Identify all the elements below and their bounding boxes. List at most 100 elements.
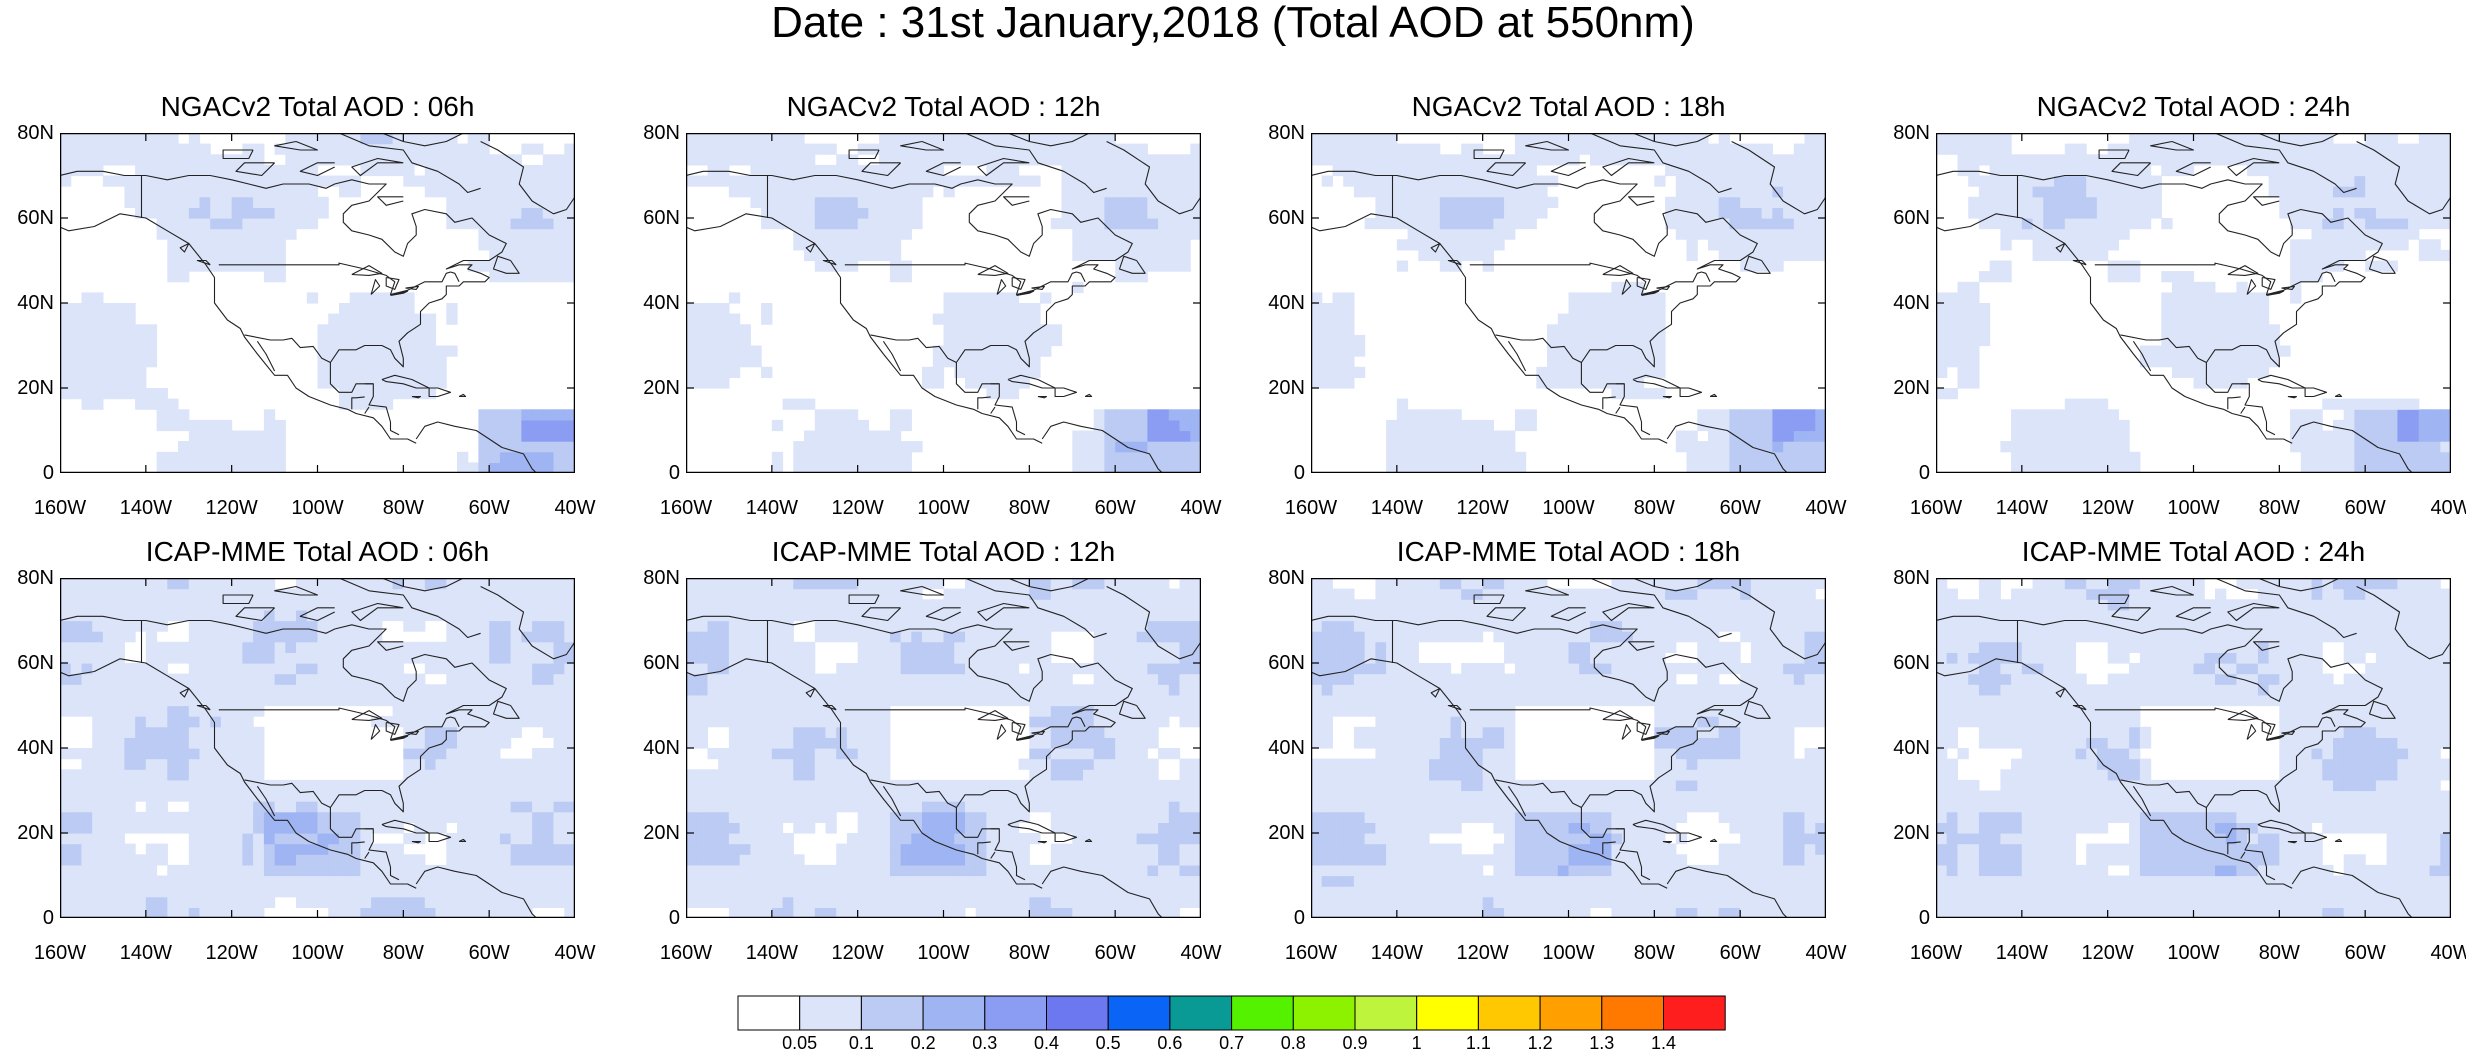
coastlines: [1311, 578, 1826, 918]
lon-tick-label: 40W: [2430, 497, 2466, 519]
lon-tick-label: 120W: [205, 942, 258, 964]
lon-tick-label: 160W: [1284, 942, 1338, 964]
panel-title: NGACv2 Total AOD : 06h: [160, 91, 475, 122]
lat-tick-label: 60N: [1893, 207, 1930, 229]
lat-tick-label: 60N: [17, 652, 54, 674]
aod-map-icap-mme-12h: [686, 578, 1201, 918]
lon-tick-label: 120W: [831, 497, 884, 519]
lat-tick-label: 20N: [643, 822, 680, 844]
lat-tick-label: 0: [1293, 907, 1305, 929]
lon-tick-label: 160W: [1284, 497, 1338, 519]
lon-tick-label: 160W: [659, 942, 713, 964]
lat-tick-label: 40N: [643, 292, 680, 314]
colorbar-label: 0.6: [1157, 1033, 1183, 1053]
aod-field: [1936, 133, 2451, 473]
colorbar-label: 0.8: [1280, 1033, 1306, 1053]
lon-tick-label: 80W: [382, 497, 424, 519]
colorbar-box: [860, 995, 924, 1031]
lon-tick-label: 60W: [468, 942, 510, 964]
colorbar-box: [1292, 995, 1356, 1031]
lat-tick-label: 80N: [1893, 567, 1930, 589]
colorbar-box: [737, 995, 801, 1031]
lon-tick-label: 120W: [2081, 942, 2134, 964]
coastlines: [1936, 578, 2451, 918]
lon-tick-label: 80W: [1633, 497, 1675, 519]
figure-title: Date : 31st January,2018 (Total AOD at 5…: [771, 0, 1695, 47]
lat-tick-label: 20N: [1893, 377, 1930, 399]
lon-tick-label: 80W: [1008, 497, 1050, 519]
lat-tick-label: 20N: [17, 822, 54, 844]
lat-tick-label: 80N: [1268, 567, 1305, 589]
lat-tick-label: 80N: [1893, 122, 1930, 144]
panel-title: NGACv2 Total AOD : 12h: [786, 91, 1101, 122]
lat-tick-label: 60N: [1268, 207, 1305, 229]
colorbar-label: 1.4: [1650, 1033, 1677, 1053]
colorbar-label: 1: [1411, 1033, 1422, 1053]
lon-tick-label: 120W: [1456, 942, 1509, 964]
lon-tick-label: 120W: [205, 497, 258, 519]
lat-tick-label: 60N: [17, 207, 54, 229]
coastlines: [60, 133, 575, 473]
lon-tick-label: 80W: [2258, 942, 2300, 964]
lat-tick-label: 0: [1293, 462, 1305, 484]
colorbar-box: [1354, 995, 1418, 1031]
lon-tick-label: 140W: [119, 942, 172, 964]
aod-map-icap-mme-24h: [1936, 578, 2451, 918]
lat-tick-label: 60N: [643, 652, 680, 674]
lat-tick-label: 40N: [1893, 737, 1930, 759]
lon-tick-label: 100W: [917, 497, 970, 519]
lat-tick-label: 20N: [1268, 822, 1305, 844]
coastlines: [60, 578, 575, 918]
lon-tick-label: 80W: [1008, 942, 1050, 964]
lon-tick-label: 140W: [1995, 942, 2048, 964]
colorbar-label: 0.7: [1219, 1033, 1245, 1053]
panel-title: ICAP-MME Total AOD : 18h: [1396, 536, 1741, 567]
colorbar-label: 0.3: [972, 1033, 998, 1053]
lat-tick-label: 20N: [643, 377, 680, 399]
coastlines: [686, 133, 1201, 473]
lon-tick-label: 120W: [1456, 497, 1509, 519]
lat-tick-label: 20N: [1268, 377, 1305, 399]
coastlines: [1311, 133, 1826, 473]
panel-title: ICAP-MME Total AOD : 24h: [2021, 536, 2366, 567]
aod-field: [686, 133, 1201, 473]
lon-tick-label: 100W: [917, 942, 970, 964]
lon-tick-label: 40W: [1805, 942, 1847, 964]
lat-tick-label: 40N: [17, 737, 54, 759]
lat-tick-label: 80N: [17, 567, 54, 589]
lon-tick-label: 80W: [382, 942, 424, 964]
colorbar-box: [799, 995, 862, 1031]
lat-tick-label: 0: [1918, 462, 1930, 484]
colorbar-label: 0.9: [1342, 1033, 1368, 1053]
aod-map-icap-mme-18h: [1311, 578, 1826, 918]
aod-map-ngacv2-12h: [686, 133, 1201, 473]
lat-tick-label: 80N: [643, 567, 680, 589]
lat-tick-label: 40N: [17, 292, 54, 314]
colorbar-label: 0.5: [1095, 1033, 1121, 1053]
colorbar-label: 1.1: [1465, 1033, 1491, 1053]
lon-tick-label: 100W: [1542, 497, 1595, 519]
lat-tick-label: 20N: [1893, 822, 1930, 844]
colorbar-label: 0.2: [910, 1033, 936, 1053]
colorbar-box: [1416, 995, 1479, 1031]
panel-title: ICAP-MME Total AOD : 12h: [771, 536, 1116, 567]
lon-tick-label: 140W: [745, 942, 798, 964]
lat-tick-label: 40N: [1268, 737, 1305, 759]
lat-tick-label: 40N: [643, 737, 680, 759]
aod-map-ngacv2-06h: [60, 133, 575, 473]
lon-tick-label: 80W: [1633, 942, 1675, 964]
lat-tick-label: 60N: [1268, 652, 1305, 674]
lat-tick-label: 80N: [1268, 122, 1305, 144]
panel-title: NGACv2 Total AOD : 24h: [2036, 91, 2351, 122]
lat-tick-label: 20N: [17, 377, 54, 399]
colorbar-label: 0.4: [1033, 1033, 1060, 1053]
aod-field: [60, 578, 575, 918]
lon-tick-label: 60W: [1719, 497, 1761, 519]
colorbar-box: [922, 995, 986, 1031]
lon-tick-label: 40W: [2430, 942, 2466, 964]
lon-tick-label: 100W: [2167, 942, 2220, 964]
lon-tick-label: 140W: [119, 497, 172, 519]
coastlines: [1936, 133, 2451, 473]
lon-tick-label: 140W: [1370, 497, 1423, 519]
